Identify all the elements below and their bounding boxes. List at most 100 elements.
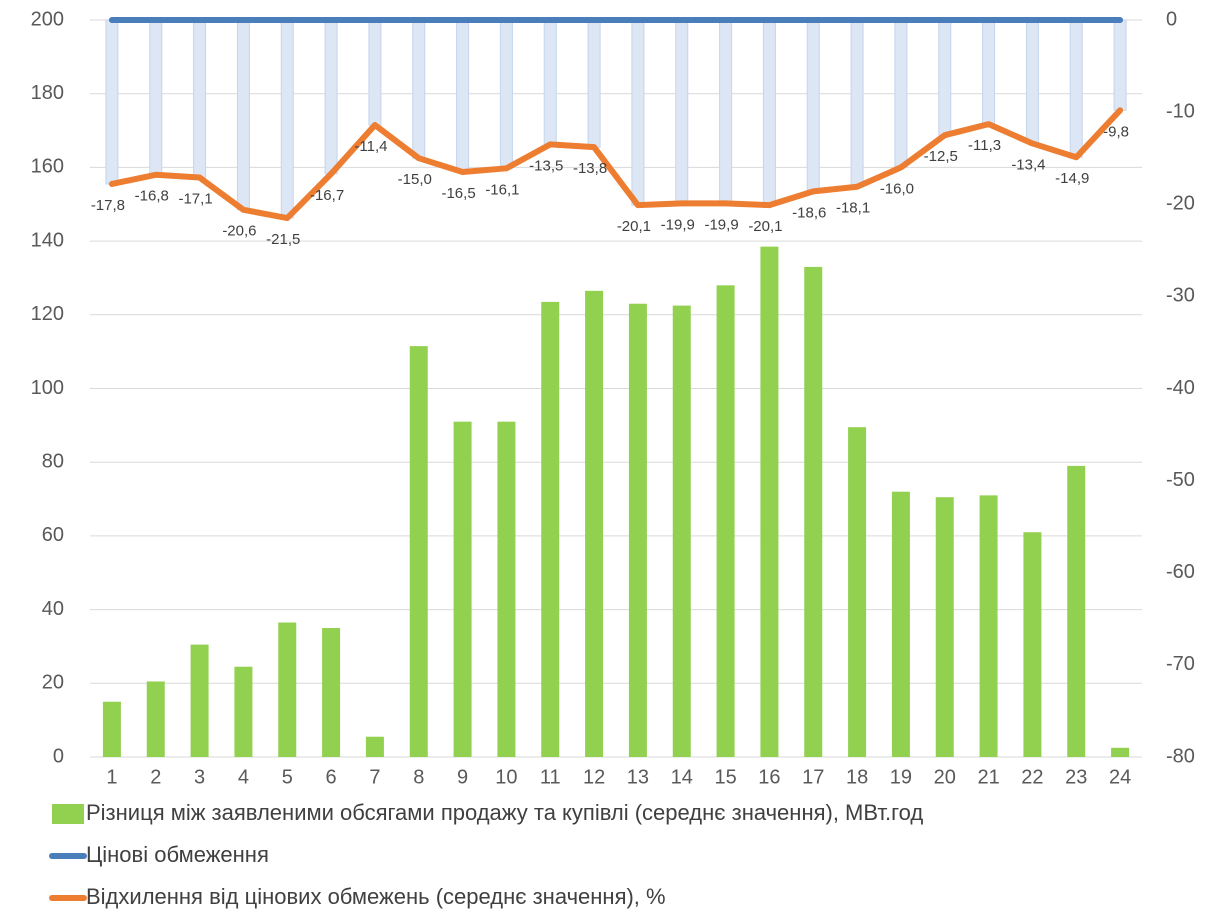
bar [409,346,428,757]
y2-tick-label: -80 [1166,745,1195,767]
data-label: -9,8 [1103,123,1129,140]
y-tick-label: 20 [42,672,64,694]
x-tick-label: 14 [671,766,693,788]
x-tick-label: 4 [238,766,249,788]
x-tick-label: 10 [495,766,517,788]
bar [234,666,253,757]
x-tick-label: 21 [977,766,999,788]
legend-label: Відхилення від цінових обмежень (середнє… [86,884,666,909]
x-tick-label: 16 [758,766,780,788]
x-tick-label: 24 [1109,766,1131,788]
x-tick-label: 8 [413,766,424,788]
x-tick-label: 12 [583,766,605,788]
data-label: -20,1 [748,218,782,235]
x-tick-label: 18 [846,766,868,788]
x-tick-label: 6 [326,766,337,788]
y2-tick-label: -60 [1166,561,1195,583]
x-tick-label: 15 [714,766,736,788]
x-tick-label: 5 [282,766,293,788]
bar [1023,532,1042,757]
drop-line [762,19,776,206]
data-label: -13,8 [573,160,607,177]
x-tick-label: 20 [934,766,956,788]
bar [541,301,560,757]
y2-tick-label: -70 [1166,653,1195,675]
x-tick-label: 2 [150,766,161,788]
bar [190,644,209,757]
bar [1111,747,1130,757]
data-label: -13,4 [1011,156,1045,173]
drop-line [587,19,601,148]
data-label: -12,5 [924,148,958,165]
y-tick-label: 40 [42,598,64,620]
bar [935,497,954,757]
bar [365,736,384,757]
y2-tick-label: -50 [1166,469,1195,491]
drop-line [456,19,470,173]
bar [716,285,735,757]
x-tick-label: 1 [106,766,117,788]
drop-line [236,19,250,211]
bar [628,303,647,757]
y2-tick-label: -20 [1166,193,1195,215]
legend-label: Різниця між заявленими обсягами продажу … [86,800,923,825]
y-tick-label: 100 [31,377,64,399]
y-tick-label: 80 [42,450,64,472]
y-tick-label: 180 [31,82,64,104]
x-tick-label: 22 [1021,766,1043,788]
data-label: -20,1 [617,218,651,235]
data-label: -16,8 [135,188,169,205]
y2-tick-label: -10 [1166,100,1195,122]
x-tick-label: 23 [1065,766,1087,788]
bar [848,427,867,757]
y2-tick-label: -40 [1166,377,1195,399]
y-tick-label: 0 [53,745,64,767]
data-label: -11,4 [354,138,387,155]
drop-line [499,19,513,169]
data-label: -18,6 [792,204,826,221]
drop-line [1069,19,1083,158]
y2-tick-label: -30 [1166,285,1195,307]
bar [322,628,341,757]
bar [453,421,472,757]
bar [1067,465,1086,757]
x-tick-label: 13 [627,766,649,788]
drop-line [806,19,820,192]
legend-swatch [52,804,84,824]
legend-label: Цінові обмеження [86,842,269,867]
y-tick-label: 200 [31,8,64,30]
drop-line [1113,19,1127,111]
data-label: -16,0 [880,180,914,197]
bar [760,246,779,757]
y2-tick-label: 0 [1166,8,1177,30]
bar [102,701,121,757]
drop-line [324,19,338,175]
bar [585,290,604,757]
x-tick-label: 19 [890,766,912,788]
drop-line [1025,19,1039,144]
data-label: -17,1 [178,191,212,208]
y-tick-label: 140 [31,229,64,251]
x-tick-label: 7 [369,766,380,788]
data-label: -16,1 [485,181,519,198]
x-tick-label: 3 [194,766,205,788]
y-tick-label: 160 [31,156,64,178]
bar [146,681,165,757]
drop-line [280,19,294,219]
drop-line [982,19,996,125]
x-tick-label: 17 [802,766,824,788]
data-label: -19,9 [704,216,738,233]
y-tick-label: 60 [42,524,64,546]
data-label: -16,5 [441,185,475,202]
data-label: -15,0 [398,171,432,188]
drop-line [149,19,163,176]
data-label: -21,5 [266,231,300,248]
bar [497,421,516,757]
drop-line [850,19,864,188]
x-tick-label: 11 [540,766,561,788]
bar [804,266,823,757]
data-label: -13,5 [529,157,563,174]
y-tick-label: 120 [31,303,64,325]
bar [979,495,998,757]
